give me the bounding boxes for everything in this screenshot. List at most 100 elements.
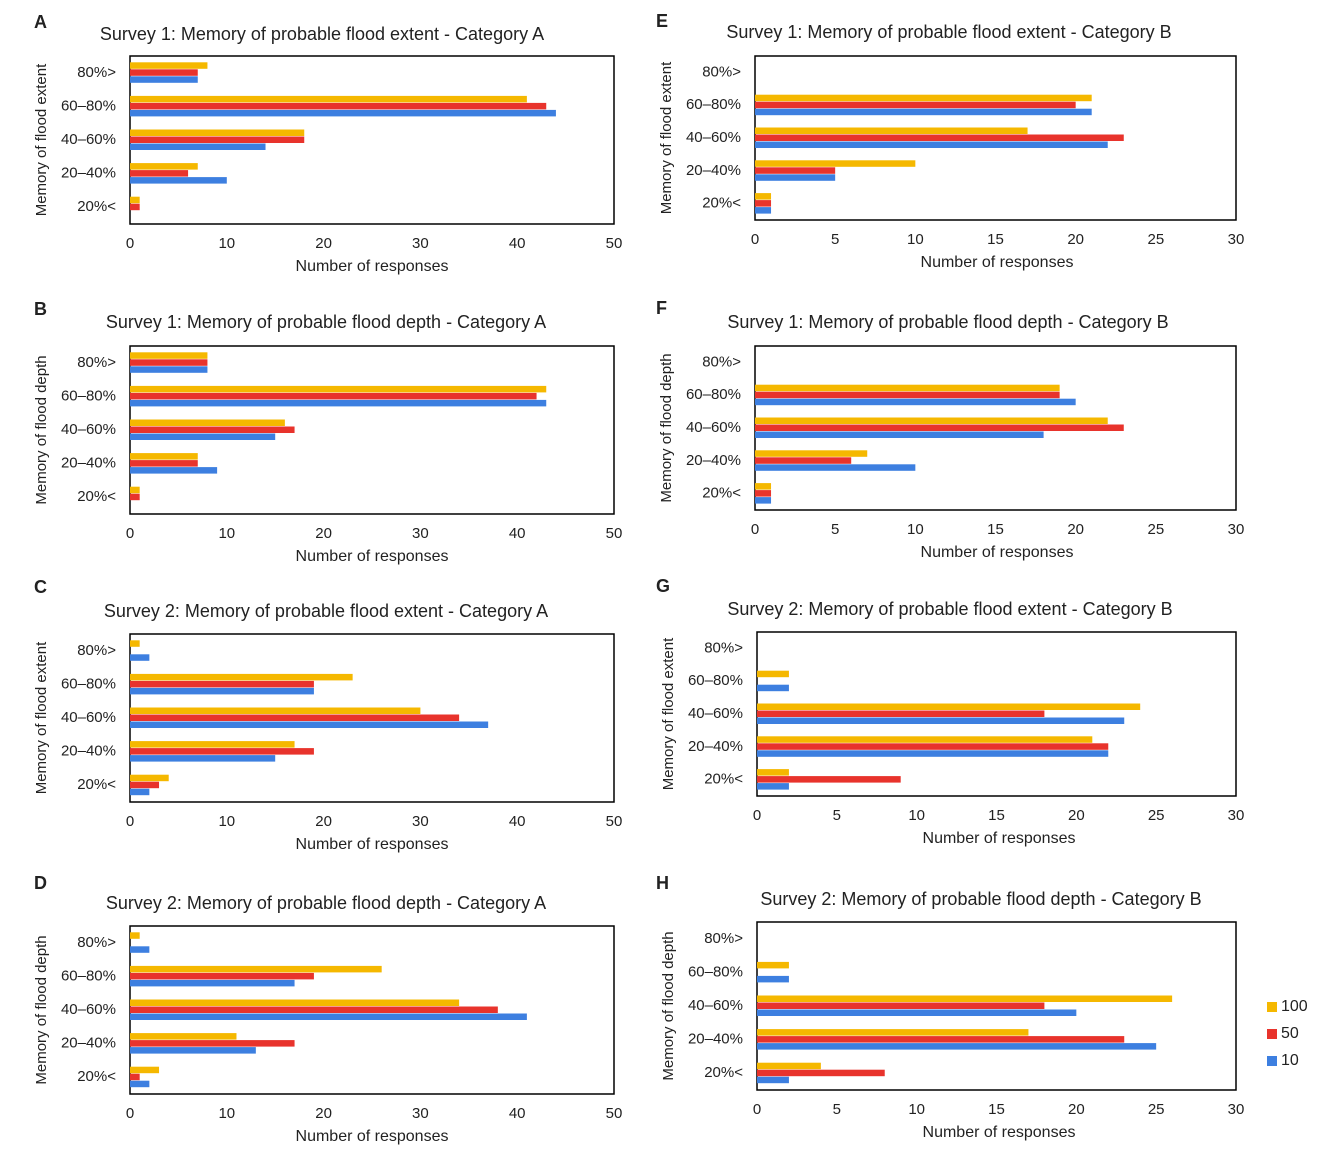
y-tick-label: 20–40% xyxy=(61,455,116,472)
legend-label-10: 10 xyxy=(1281,1052,1299,1069)
bar-10-2 xyxy=(130,109,556,117)
bar-50-2 xyxy=(130,102,547,110)
x-tick-label: 40 xyxy=(509,525,526,542)
bar-100-4 xyxy=(130,453,198,460)
x-tick-label: 10 xyxy=(218,1105,235,1122)
x-tick-label: 20 xyxy=(1068,1101,1085,1118)
bar-10-2 xyxy=(130,979,295,987)
bar-10-3 xyxy=(130,1013,527,1020)
bar-50-4 xyxy=(755,457,852,464)
x-tick-label: 0 xyxy=(751,231,759,248)
legend-label-50: 50 xyxy=(1281,1025,1299,1042)
y-axis-label: Memory of flood extent xyxy=(658,61,675,214)
y-tick-label: 20%< xyxy=(704,771,743,788)
x-axis-label: Number of responses xyxy=(296,836,449,853)
bar-50-5 xyxy=(755,490,772,497)
x-tick-label: 10 xyxy=(908,1101,925,1118)
bar-50-5 xyxy=(757,1069,885,1077)
x-tick-label: 30 xyxy=(1228,231,1245,248)
chart-panel-h: H Survey 2: Memory of probable flood dept… xyxy=(656,873,1244,1141)
x-tick-label: 50 xyxy=(606,525,623,542)
x-tick-label: 10 xyxy=(218,525,235,542)
bar-50-3 xyxy=(757,1002,1045,1009)
bar-100-2 xyxy=(755,384,1060,392)
chart-title: Survey 1: Memory of probable flood exten… xyxy=(100,24,544,44)
x-tick-label: 20 xyxy=(1068,807,1085,824)
y-tick-label: 60–80% xyxy=(688,672,743,689)
x-tick-label: 20 xyxy=(1067,521,1084,538)
panel-letter: G xyxy=(656,576,670,596)
y-tick-label: 40–60% xyxy=(61,1001,116,1018)
bar-50-5 xyxy=(130,493,140,501)
bar-50-5 xyxy=(755,200,772,207)
bar-10-3 xyxy=(130,143,266,150)
bar-100-2 xyxy=(130,385,547,393)
x-axis-label: Number of responses xyxy=(296,258,449,275)
chart-panel-d: D Survey 2: Memory of probable flood dept… xyxy=(33,873,622,1145)
y-tick-label: 20–40% xyxy=(686,162,741,179)
bar-10-3 xyxy=(757,1009,1077,1016)
bar-100-2 xyxy=(757,961,789,969)
legend-swatch-50 xyxy=(1267,1029,1277,1039)
x-tick-label: 10 xyxy=(907,521,924,538)
x-tick-label: 50 xyxy=(606,813,623,830)
x-axis-label: Number of responses xyxy=(921,544,1074,561)
x-tick-label: 50 xyxy=(606,235,623,252)
y-tick-label: 20–40% xyxy=(688,738,743,755)
panel-letter: D xyxy=(34,873,47,893)
x-tick-label: 5 xyxy=(831,521,839,538)
y-tick-label: 40–60% xyxy=(686,419,741,436)
panel-letter: E xyxy=(656,11,668,31)
bar-10-3 xyxy=(130,433,276,440)
y-tick-label: 20–40% xyxy=(686,452,741,469)
bar-10-5 xyxy=(755,207,772,214)
bar-100-5 xyxy=(130,1066,160,1074)
panel-letter: B xyxy=(34,299,47,319)
y-tick-label: 60–80% xyxy=(61,675,116,692)
bar-50-5 xyxy=(757,776,901,783)
legend: 100 50 10 xyxy=(1267,998,1308,1069)
y-tick-label: 60–80% xyxy=(61,967,116,984)
x-tick-label: 30 xyxy=(412,235,429,252)
chart-panel-c: C Survey 2: Memory of probable flood exte… xyxy=(33,577,622,853)
bar-100-4 xyxy=(130,741,295,748)
bar-100-5 xyxy=(130,774,169,782)
x-axis-label: Number of responses xyxy=(923,1124,1076,1141)
chart-title: Survey 1: Memory of probable flood depth… xyxy=(106,312,546,332)
bar-100-3 xyxy=(130,419,285,426)
bar-50-2 xyxy=(755,101,1076,109)
bar-50-2 xyxy=(755,391,1060,399)
bar-10-3 xyxy=(757,717,1125,724)
bar-10-5 xyxy=(130,1080,150,1088)
chart-title: Survey 2: Memory of probable flood depth… xyxy=(106,893,546,913)
bar-50-2 xyxy=(130,680,314,688)
bar-100-4 xyxy=(130,163,198,170)
x-axis-label: Number of responses xyxy=(923,830,1076,847)
bar-100-3 xyxy=(757,995,1173,1002)
y-tick-label: 40–60% xyxy=(61,709,116,726)
bar-50-3 xyxy=(130,1006,498,1013)
panel-letter: H xyxy=(656,873,669,893)
x-tick-label: 30 xyxy=(1228,1101,1245,1118)
bar-50-4 xyxy=(130,748,314,755)
x-tick-label: 5 xyxy=(833,1101,841,1118)
chart-title: Survey 2: Memory of probable flood exten… xyxy=(104,601,548,621)
x-tick-label: 10 xyxy=(907,231,924,248)
y-tick-label: 20%< xyxy=(77,488,116,505)
y-tick-label: 20%< xyxy=(702,485,741,502)
y-axis-label: Memory of flood extent xyxy=(33,63,50,216)
bar-10-2 xyxy=(130,399,547,407)
bar-10-3 xyxy=(130,721,489,728)
y-tick-label: 20–40% xyxy=(61,1035,116,1052)
x-tick-label: 40 xyxy=(509,1105,526,1122)
bar-50-5 xyxy=(130,781,160,789)
bar-100-4 xyxy=(130,1033,237,1040)
bar-100-5 xyxy=(755,483,772,490)
bar-100-5 xyxy=(757,1062,821,1070)
bar-10-4 xyxy=(757,1043,1157,1050)
x-tick-label: 25 xyxy=(1148,807,1165,824)
y-tick-label: 20%< xyxy=(77,1068,116,1085)
bar-10-3 xyxy=(755,141,1108,148)
panel-letter: C xyxy=(34,577,47,597)
